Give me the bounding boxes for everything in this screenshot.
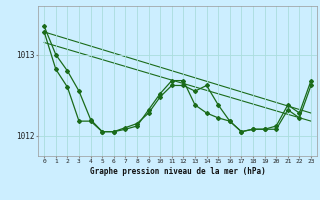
X-axis label: Graphe pression niveau de la mer (hPa): Graphe pression niveau de la mer (hPa) bbox=[90, 167, 266, 176]
